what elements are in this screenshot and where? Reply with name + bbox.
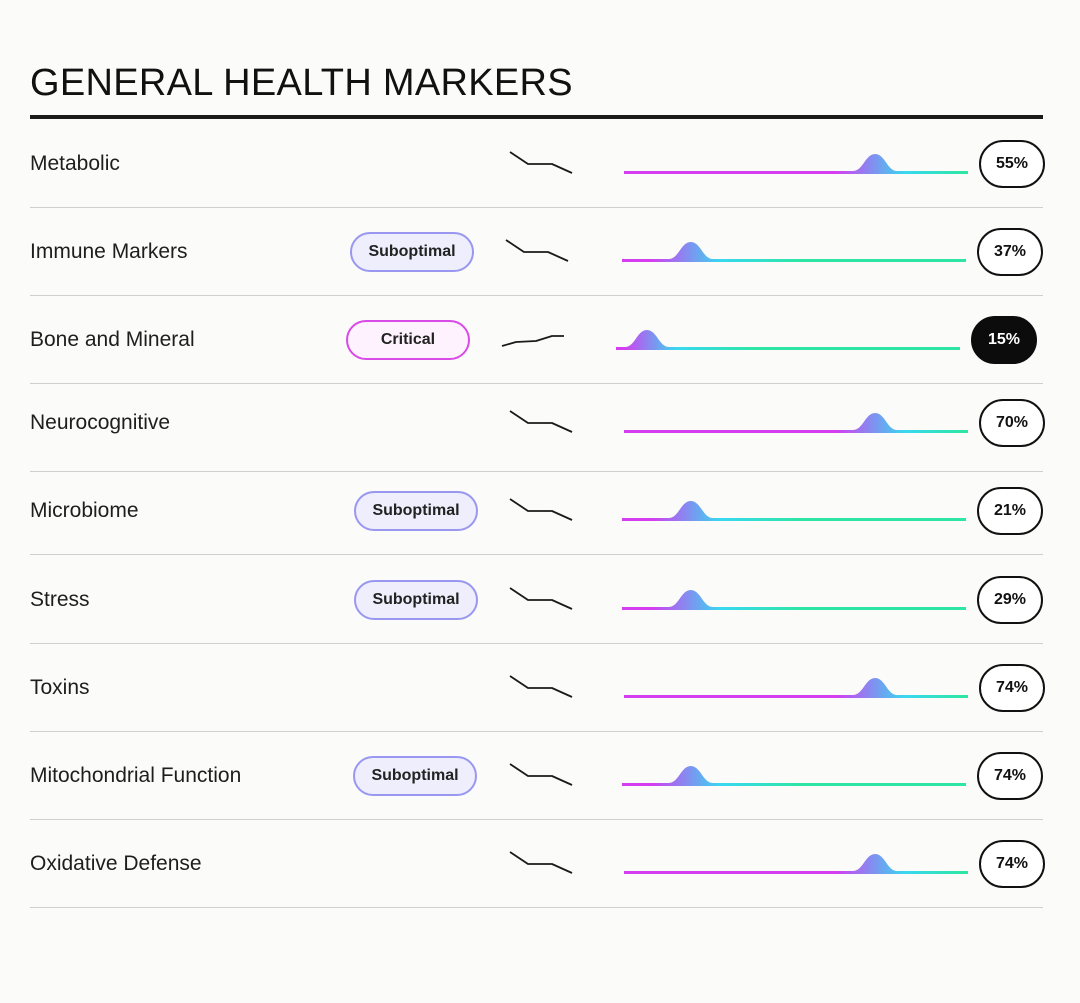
title-divider bbox=[30, 115, 1043, 119]
trend-down-icon bbox=[509, 675, 573, 698]
score-pill[interactable]: 70% bbox=[979, 399, 1045, 447]
trend-down-icon bbox=[509, 151, 573, 174]
score-pill[interactable]: 29% bbox=[977, 576, 1043, 624]
page-title: GENERAL HEALTH MARKERS bbox=[30, 62, 573, 104]
trend-down-icon bbox=[505, 239, 569, 262]
trend-down-icon bbox=[509, 498, 573, 521]
marker-label: Toxins bbox=[30, 676, 90, 699]
marker-label: Bone and Mineral bbox=[30, 328, 195, 351]
marker-level-bar bbox=[622, 242, 966, 262]
score-pill[interactable]: 15% bbox=[971, 316, 1037, 364]
marker-label: Oxidative Defense bbox=[30, 852, 202, 875]
trend-down-icon bbox=[509, 851, 573, 874]
marker-row[interactable]: Oxidative Defense 74% bbox=[30, 820, 1045, 908]
marker-row[interactable]: Toxins 74% bbox=[30, 644, 1045, 732]
marker-row[interactable]: Mitochondrial Function Suboptimal 74% bbox=[30, 732, 1043, 820]
marker-level-bar bbox=[622, 590, 966, 610]
marker-level-bar bbox=[624, 154, 968, 174]
score-pill[interactable]: 74% bbox=[979, 664, 1045, 712]
marker-level-bar bbox=[624, 413, 968, 433]
status-badge: Suboptimal bbox=[354, 580, 478, 620]
marker-label: Metabolic bbox=[30, 152, 120, 175]
trend-down-icon bbox=[509, 587, 573, 610]
score-pill[interactable]: 37% bbox=[977, 228, 1043, 276]
marker-row[interactable]: Neurocognitive 70% bbox=[30, 384, 1045, 472]
score-pill[interactable]: 21% bbox=[977, 487, 1043, 535]
marker-level-bar bbox=[622, 501, 966, 521]
marker-row[interactable]: Metabolic 55% bbox=[30, 120, 1045, 208]
marker-label: Neurocognitive bbox=[30, 411, 171, 434]
score-pill[interactable]: 55% bbox=[979, 140, 1045, 188]
marker-label: Stress bbox=[30, 588, 90, 611]
trend-down-icon bbox=[509, 763, 573, 786]
marker-row[interactable]: Bone and Mineral Critical 15% bbox=[30, 296, 1043, 384]
marker-level-bar bbox=[624, 678, 968, 698]
marker-row[interactable]: Stress Suboptimal 29% bbox=[30, 556, 1043, 644]
status-badge: Suboptimal bbox=[350, 232, 474, 272]
status-badge: Suboptimal bbox=[354, 491, 478, 531]
status-badge: Suboptimal bbox=[353, 756, 477, 796]
marker-row[interactable]: Immune Markers Suboptimal 37% bbox=[30, 208, 1043, 296]
score-pill[interactable]: 74% bbox=[977, 752, 1043, 800]
marker-label: Immune Markers bbox=[30, 240, 188, 263]
marker-level-bar bbox=[622, 766, 966, 786]
trend-up-icon bbox=[501, 335, 564, 347]
marker-label: Mitochondrial Function bbox=[30, 764, 242, 787]
marker-level-bar bbox=[616, 330, 960, 350]
score-pill[interactable]: 74% bbox=[979, 840, 1045, 888]
marker-row[interactable]: Microbiome Suboptimal 21% bbox=[30, 467, 1043, 555]
marker-label: Microbiome bbox=[30, 499, 139, 522]
status-badge: Critical bbox=[346, 320, 470, 360]
marker-level-bar bbox=[624, 854, 968, 874]
trend-down-icon bbox=[509, 410, 573, 433]
